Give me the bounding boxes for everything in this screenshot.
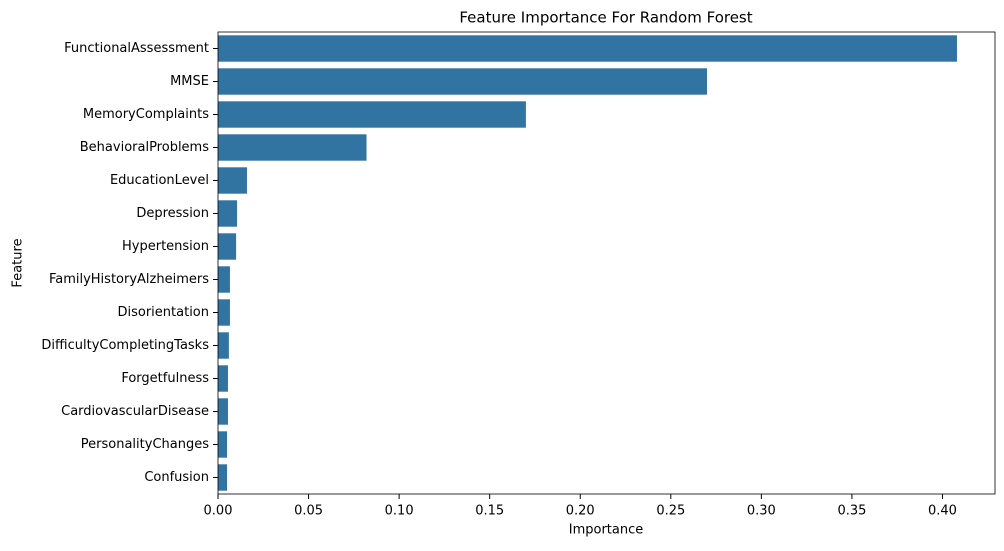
y-tick-label: Depression bbox=[136, 206, 209, 221]
bar bbox=[218, 200, 238, 227]
y-tick-label: FamilyHistoryAlzheimers bbox=[49, 272, 209, 287]
y-tick-label: MemoryComplaints bbox=[83, 107, 209, 122]
y-tick-label: BehavioralProblems bbox=[80, 140, 209, 155]
bar bbox=[218, 398, 228, 425]
bar bbox=[218, 134, 367, 161]
x-tick-label: 0.25 bbox=[656, 504, 685, 519]
bar bbox=[218, 332, 229, 359]
y-tick-label: Forgetfulness bbox=[121, 371, 209, 386]
y-tick-label: PersonalityChanges bbox=[81, 437, 209, 452]
bar bbox=[218, 464, 228, 491]
y-tick-label: DifficultyCompletingTasks bbox=[41, 338, 209, 353]
bar bbox=[218, 68, 708, 95]
x-tick-label: 0.15 bbox=[475, 504, 504, 519]
x-tick-label: 0.00 bbox=[204, 504, 233, 519]
x-tick-label: 0.10 bbox=[385, 504, 414, 519]
bar bbox=[218, 299, 230, 326]
plot-frame bbox=[217, 31, 996, 495]
x-tick-label: 0.05 bbox=[294, 504, 323, 519]
x-tick-label: 0.35 bbox=[837, 504, 866, 519]
y-tick-label: Hypertension bbox=[122, 239, 209, 254]
y-tick-label: MMSE bbox=[170, 74, 209, 89]
x-tick-label: 0.20 bbox=[566, 504, 595, 519]
y-axis-label: Feature bbox=[11, 238, 26, 287]
bar bbox=[218, 233, 237, 260]
y-tick-label: FunctionalAssessment bbox=[64, 41, 209, 56]
x-tick-label: 0.30 bbox=[747, 504, 776, 519]
x-tick-label: 0.40 bbox=[928, 504, 957, 519]
bar bbox=[218, 365, 228, 392]
y-tick-label: Confusion bbox=[144, 470, 209, 485]
y-tick-label: CardiovascularDisease bbox=[61, 404, 209, 419]
bar bbox=[218, 266, 230, 293]
y-tick-label: EducationLevel bbox=[110, 173, 209, 188]
chart-title: Feature Importance For Random Forest bbox=[459, 9, 752, 27]
bar bbox=[218, 431, 228, 458]
y-tick-label: Disorientation bbox=[117, 305, 209, 320]
bar bbox=[218, 167, 247, 194]
bar bbox=[218, 35, 957, 62]
bar bbox=[218, 101, 526, 128]
x-axis-label: Importance bbox=[569, 523, 644, 538]
